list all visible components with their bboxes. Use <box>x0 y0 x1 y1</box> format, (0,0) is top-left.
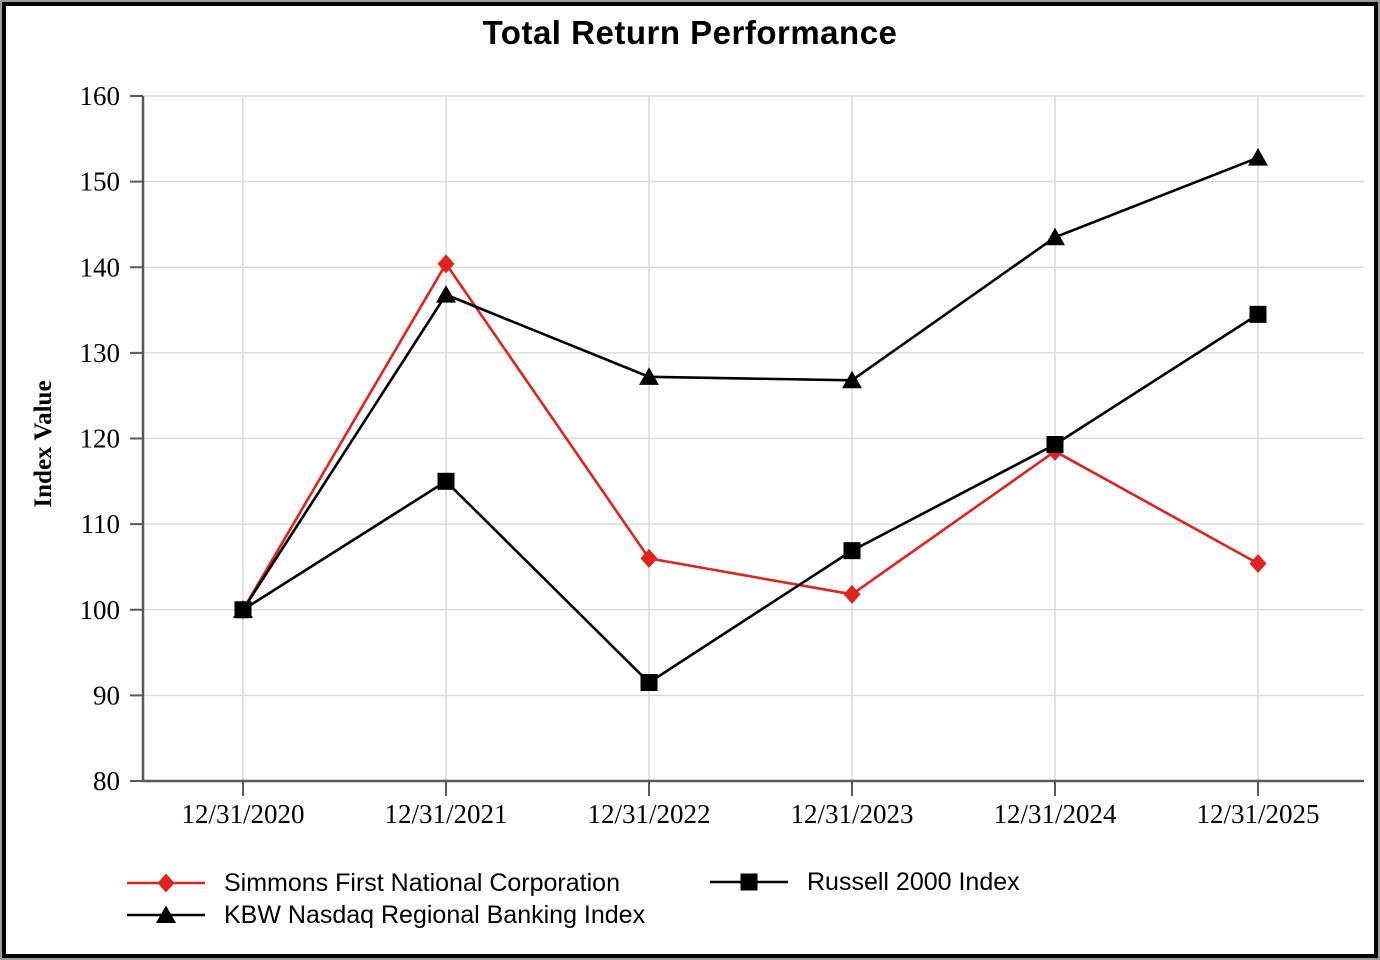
x-tick-label: 12/31/2023 <box>790 799 913 829</box>
series-2-square-marker <box>1249 305 1267 323</box>
series-0-diamond-marker <box>843 584 861 604</box>
series-0-diamond-marker <box>437 254 455 274</box>
tick-labels: 80 90 100 110 120 130 140 150 160 12/31/2020 12/31… <box>80 81 1320 829</box>
series-2 <box>234 305 1267 692</box>
y-tick-label: 140 <box>80 252 121 282</box>
y-tick-label: 160 <box>80 81 121 111</box>
x-tick-label: 12/31/2022 <box>587 799 710 829</box>
y-tick-label: 90 <box>93 680 120 710</box>
y-tick-label: 120 <box>80 424 121 454</box>
series-0-line <box>241 261 1259 611</box>
y-tick-label: 100 <box>80 595 121 625</box>
axes <box>130 95 1364 796</box>
series-1-line <box>241 156 1259 611</box>
x-tick-label: 12/31/2020 <box>181 799 304 829</box>
series-2-square-marker <box>843 542 861 560</box>
series-2-line <box>242 313 1259 685</box>
series-2-square-marker <box>437 472 455 490</box>
series-1-triangle-marker <box>1045 227 1065 246</box>
series-0 <box>234 254 1267 620</box>
series-1-triangle-marker <box>436 285 456 303</box>
chart-title: Total Return Performance <box>482 14 898 51</box>
x-tick-label: 12/31/2024 <box>993 799 1117 829</box>
y-tick-label: 150 <box>80 167 121 197</box>
series-1-triangle-marker <box>1248 148 1268 166</box>
series-1 <box>233 148 1268 618</box>
x-tick-label: 12/31/2021 <box>384 799 507 829</box>
series-1-triangle-marker <box>639 367 659 385</box>
series-2-square-marker <box>234 601 252 619</box>
y-tick-label: 80 <box>93 766 120 796</box>
series-2-square-marker <box>640 674 658 692</box>
series-0-diamond-marker <box>640 548 658 568</box>
series-0-diamond-marker <box>1249 554 1267 574</box>
y-tick-label: 130 <box>80 338 121 368</box>
x-tick-label: 12/31/2025 <box>1196 799 1319 829</box>
series-1-triangle-marker <box>842 370 862 389</box>
series-2-square-marker <box>1046 435 1064 453</box>
y-axis-title: Index Value <box>30 380 57 508</box>
gridlines <box>143 95 1364 781</box>
y-tick-label: 110 <box>81 509 121 539</box>
